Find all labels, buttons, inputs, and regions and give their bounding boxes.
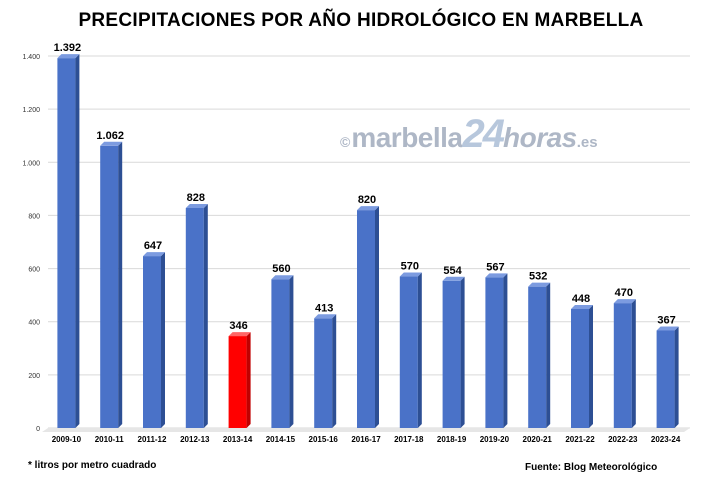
watermark-copyright: ©	[340, 134, 351, 150]
x-axis-ticks: 2009-10 2010-11 2011-12 2012-13 2013-14 2014-…	[52, 435, 681, 444]
bar-2009-10	[57, 54, 80, 429]
watermark-suffix: horas	[503, 122, 577, 153]
y-tick-label: 200	[28, 373, 40, 380]
data-label-2019-20: 567	[486, 261, 504, 273]
x-tick-label-2011-12: 2011-12	[138, 435, 167, 444]
bar-2020-21	[528, 282, 551, 428]
x-tick-label-2010-11: 2010-11	[95, 435, 124, 444]
x-tick-label-2023-24: 2023-24	[651, 435, 681, 444]
y-tick-label: 800	[28, 213, 40, 220]
data-label-2017-18: 570	[401, 261, 419, 273]
data-label-2012-13: 828	[187, 192, 205, 204]
watermark-name: marbella	[351, 122, 463, 153]
y-tick-label: 0	[36, 426, 40, 433]
x-tick-label-2013-14: 2013-14	[223, 435, 253, 444]
bar-2017-18	[399, 272, 422, 428]
x-tick-label-2012-13: 2012-13	[180, 435, 210, 444]
data-label-2009-10: 1.392	[54, 42, 82, 54]
bar-2019-20	[485, 273, 508, 428]
footnote: * litros por metro cuadrado	[28, 460, 157, 471]
data-label-2011-12: 647	[144, 240, 162, 252]
bar-2022-23	[613, 299, 636, 428]
bar-2016-17	[357, 206, 379, 428]
watermark-logo: © marbella 24 horas .es	[340, 112, 598, 157]
x-tick-label-2009-10: 2009-10	[52, 435, 82, 444]
data-label-2021-22: 448	[572, 293, 590, 305]
watermark-tld: .es	[576, 134, 598, 151]
data-label-2020-21: 532	[529, 271, 547, 283]
x-tick-label-2021-22: 2021-22	[565, 435, 595, 444]
y-tick-label: 1.200	[22, 107, 40, 114]
bar-2013-14	[228, 332, 251, 428]
data-label-2018-19: 554	[443, 265, 462, 277]
x-tick-label-2015-16: 2015-16	[309, 435, 339, 444]
y-tick-label: 1.000	[22, 160, 40, 167]
chart-floor	[42, 428, 690, 432]
data-label-2015-16: 413	[315, 302, 333, 314]
bar-2010-11	[100, 141, 123, 428]
data-label-2013-14: 346	[229, 320, 247, 332]
y-axis-ticks: 0 200 400 600 800 1.000 1.200 1.400	[22, 54, 40, 433]
x-tick-label-2014-15: 2014-15	[266, 435, 296, 444]
bar-2014-15	[271, 275, 294, 428]
y-tick-label: 600	[28, 267, 40, 274]
bar-2018-19	[442, 276, 465, 428]
bars	[57, 54, 679, 429]
y-tick-label: 1.400	[22, 54, 40, 61]
y-tick-label: 400	[28, 320, 40, 327]
chart-title: PRECIPITACIONES POR AÑO HIDROLÓGICO EN M…	[78, 10, 644, 31]
bar-2011-12	[143, 252, 165, 428]
data-label-2022-23: 470	[615, 287, 633, 299]
bar-2015-16	[314, 314, 337, 428]
x-tick-label-2017-18: 2017-18	[394, 435, 424, 444]
bar-2021-22	[571, 304, 593, 428]
x-tick-label-2016-17: 2016-17	[351, 435, 381, 444]
data-label-2016-17: 820	[358, 194, 376, 206]
x-tick-label-2019-20: 2019-20	[480, 435, 510, 444]
bar-2023-24	[656, 326, 679, 428]
x-tick-label-2018-19: 2018-19	[437, 435, 467, 444]
watermark-number: 24	[462, 112, 505, 156]
x-tick-label-2020-21: 2020-21	[523, 435, 553, 444]
data-label-2014-15: 560	[272, 263, 290, 275]
data-labels: 1.392 1.062 647 828 346 560 413 820 570 554 567 532…	[54, 42, 676, 332]
x-tick-label-2022-23: 2022-23	[608, 435, 638, 444]
bar-2012-13	[185, 203, 208, 428]
source-credit: Fuente: Blog Meteorológico	[525, 462, 658, 473]
data-label-2010-11: 1.062	[96, 130, 124, 142]
data-label-2023-24: 367	[657, 314, 675, 326]
